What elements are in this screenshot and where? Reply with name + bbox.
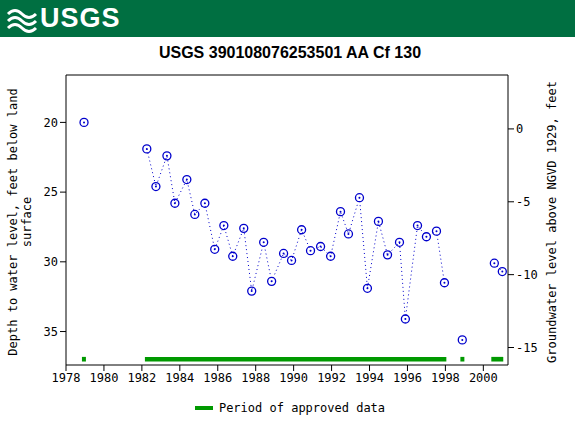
svg-text:2000: 2000	[469, 371, 498, 385]
svg-text:-5: -5	[516, 195, 530, 209]
svg-text:20: 20	[44, 116, 58, 130]
svg-text:1998: 1998	[431, 371, 460, 385]
svg-text:1984: 1984	[165, 371, 194, 385]
svg-text:25: 25	[44, 185, 58, 199]
svg-text:1988: 1988	[241, 371, 270, 385]
svg-text:1980: 1980	[89, 371, 118, 385]
svg-text:1996: 1996	[393, 371, 422, 385]
svg-text:-15: -15	[516, 341, 538, 355]
svg-text:1992: 1992	[317, 371, 346, 385]
svg-text:30: 30	[44, 255, 58, 269]
html-text:Depth to water level, feet bel: Depth to water level, feet below land	[6, 88, 20, 356]
svg-text:1982: 1982	[127, 371, 156, 385]
html-text:surface: surface	[20, 196, 34, 248]
html-text:USGS: USGS	[40, 3, 121, 33]
svg-text:35: 35	[44, 325, 58, 339]
svg-text:1994: 1994	[355, 371, 384, 385]
svg-text:0: 0	[516, 122, 523, 136]
svg-text:1986: 1986	[203, 371, 232, 385]
html-text:Groundwater level above NGVD 1: Groundwater level above NGVD 1929, feet	[545, 81, 559, 363]
svg-text:1978: 1978	[52, 371, 81, 385]
html-text:USGS 390108076253501 AA Cf 130: USGS 390108076253501 AA Cf 130	[158, 44, 421, 61]
html-text:Period of approved data: Period of approved data	[218, 401, 386, 415]
svg-text:-10: -10	[516, 268, 538, 282]
svg-text:1990: 1990	[279, 371, 308, 385]
